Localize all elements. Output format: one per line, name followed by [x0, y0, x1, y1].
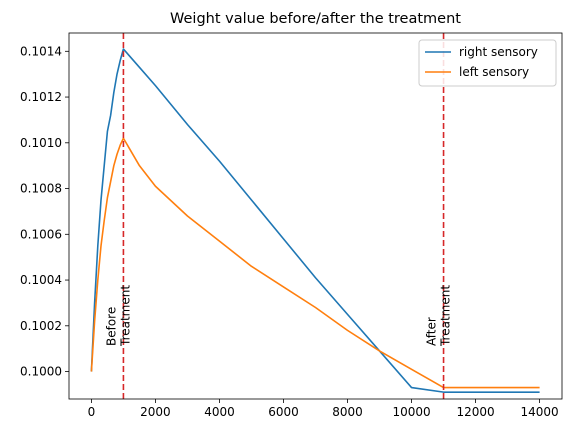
y-tick-label-3: 0.1006 [20, 227, 62, 241]
x-tick-label-5: 10000 [392, 405, 430, 419]
x-tick-label-3: 6000 [268, 405, 299, 419]
x-tick-label-7: 14000 [520, 405, 558, 419]
y-tick-label-1: 0.1002 [20, 319, 62, 333]
vline-label-1-0: After [425, 317, 439, 346]
y-tick-label-2: 0.1004 [20, 273, 62, 287]
y-tick-label-6: 0.1012 [20, 90, 62, 104]
legend-box [418, 39, 557, 87]
series-line-1 [90, 137, 540, 389]
x-tick-label-6: 12000 [456, 405, 494, 419]
y-tick-label-5: 0.1010 [20, 136, 62, 150]
x-tick-label-0: 0 [88, 405, 96, 419]
x-tick-label-4: 8000 [332, 405, 363, 419]
chart-title: Weight value before/after the treatment [170, 11, 461, 27]
vline-label-0-0: Before [104, 307, 118, 346]
legend-label-1: left sensory [459, 65, 529, 79]
x-tick-label-1: 2000 [140, 405, 171, 419]
vline-label-0-1: Treatment [118, 285, 132, 347]
y-tick-label-7: 0.1014 [20, 44, 62, 58]
legend-label-0: right sensory [459, 45, 538, 59]
vline-label-1-1: Treatment [439, 285, 453, 347]
y-tick-label-0: 0.1000 [20, 365, 62, 379]
axes-frame [68, 32, 563, 400]
y-tick-label-4: 0.1008 [20, 182, 62, 196]
series-line-0 [90, 48, 540, 393]
x-tick-label-2: 4000 [204, 405, 235, 419]
